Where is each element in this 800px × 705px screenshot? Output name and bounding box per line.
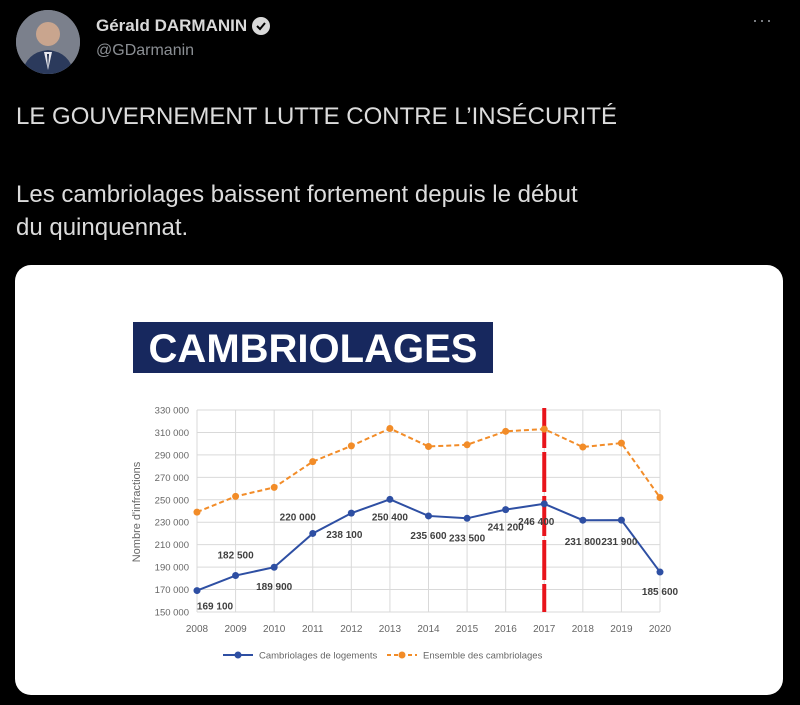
x-tick-label: 2013 bbox=[379, 624, 402, 635]
data-label: 235 600 bbox=[410, 531, 447, 542]
y-tick-label: 250 000 bbox=[155, 495, 189, 506]
data-label: 189 900 bbox=[256, 582, 293, 593]
y-tick-label: 210 000 bbox=[155, 540, 189, 551]
data-point bbox=[193, 508, 201, 516]
x-tick-label: 2018 bbox=[572, 624, 595, 635]
tweet-text-line-2: Les cambriolages baissent fortement depu… bbox=[16, 181, 578, 208]
chart-title-banner bbox=[133, 322, 493, 373]
data-label: 169 100 bbox=[197, 602, 234, 613]
x-tick-label: 2015 bbox=[456, 624, 479, 635]
x-tick-label: 2019 bbox=[610, 624, 633, 635]
x-tick-label: 2020 bbox=[649, 624, 672, 635]
y-axis-label: Nombre d'infractions bbox=[131, 461, 143, 562]
chart-title: CAMBRIOLAGES bbox=[149, 327, 478, 371]
legend-marker bbox=[234, 651, 242, 659]
data-point bbox=[463, 514, 471, 522]
data-point bbox=[425, 442, 432, 450]
chart: CAMBRIOLAGES 150 000 170 000 190 000 210 00… bbox=[131, 322, 679, 662]
data-point bbox=[540, 500, 548, 508]
data-label: 220 000 bbox=[280, 512, 317, 523]
x-tick-label: 2017 bbox=[533, 624, 556, 635]
author-handle[interactable]: @GDarmanin bbox=[96, 42, 195, 59]
data-point bbox=[617, 516, 625, 524]
author-name-text: Gérald DARMANIN bbox=[96, 16, 248, 35]
data-point bbox=[617, 439, 625, 447]
data-label: 241 200 bbox=[488, 523, 525, 534]
data-point bbox=[579, 443, 587, 451]
tweet-text-line-1: LE GOUVERNEMENT LUTTE CONTRE L’INSÉCURIT… bbox=[16, 103, 617, 130]
y-tick-label: 270 000 bbox=[155, 473, 189, 484]
data-point bbox=[656, 568, 664, 576]
data-label: 231 900 bbox=[601, 537, 638, 548]
y-tick-label: 290 000 bbox=[155, 450, 189, 461]
x-tick-label: 2010 bbox=[263, 624, 286, 635]
author-name[interactable]: Gérald DARMANIN bbox=[96, 16, 271, 36]
data-point bbox=[232, 572, 240, 580]
verified-badge-icon bbox=[252, 17, 271, 35]
data-point bbox=[386, 495, 394, 503]
y-tick-label: 310 000 bbox=[155, 428, 189, 439]
x-tick-label: 2008 bbox=[186, 624, 209, 635]
data-label: 182 500 bbox=[218, 551, 255, 562]
data-point bbox=[425, 512, 432, 520]
y-tick-label: 190 000 bbox=[155, 563, 189, 574]
data-label: 250 400 bbox=[372, 512, 409, 523]
tweet-text-line-3: du quinquennat. bbox=[16, 214, 189, 241]
data-point bbox=[347, 509, 355, 517]
legend-label: Cambriolages de logements bbox=[259, 651, 378, 662]
data-point bbox=[502, 506, 510, 514]
legend-label: Ensemble des cambriolages bbox=[423, 651, 543, 662]
data-label: 231 800 bbox=[565, 537, 602, 548]
tweet-image[interactable]: CAMBRIOLAGES 150 000 170 000 190 000 210 00… bbox=[15, 265, 783, 695]
x-tick-label: 2009 bbox=[224, 624, 247, 635]
x-tick-label: 2014 bbox=[417, 624, 440, 635]
data-point bbox=[540, 425, 548, 433]
y-tick-label: 170 000 bbox=[155, 585, 189, 596]
y-tick-label: 330 000 bbox=[155, 406, 189, 417]
data-point bbox=[193, 587, 201, 595]
data-point bbox=[232, 492, 240, 500]
x-tick-label: 2011 bbox=[302, 624, 324, 635]
data-point bbox=[309, 529, 317, 537]
x-tick-label: 2016 bbox=[495, 624, 518, 635]
y-tick-label: 230 000 bbox=[155, 518, 189, 529]
data-label: 238 100 bbox=[326, 530, 363, 541]
data-point bbox=[463, 441, 471, 449]
data-point bbox=[579, 516, 587, 524]
data-point bbox=[656, 494, 664, 502]
legend-marker bbox=[398, 651, 406, 659]
data-label: 246 400 bbox=[518, 517, 555, 528]
data-point bbox=[309, 458, 317, 466]
data-point bbox=[386, 425, 394, 433]
y-tick-label: 150 000 bbox=[155, 608, 189, 619]
data-label: 233 500 bbox=[449, 533, 486, 544]
data-point bbox=[270, 483, 278, 491]
data-point bbox=[270, 563, 278, 571]
data-point bbox=[502, 427, 510, 435]
more-dots-icon[interactable]: ··· bbox=[752, 10, 773, 30]
avatar[interactable] bbox=[16, 10, 80, 74]
x-tick-label: 2012 bbox=[340, 624, 363, 635]
data-label: 185 600 bbox=[642, 587, 679, 598]
data-point bbox=[347, 442, 355, 450]
